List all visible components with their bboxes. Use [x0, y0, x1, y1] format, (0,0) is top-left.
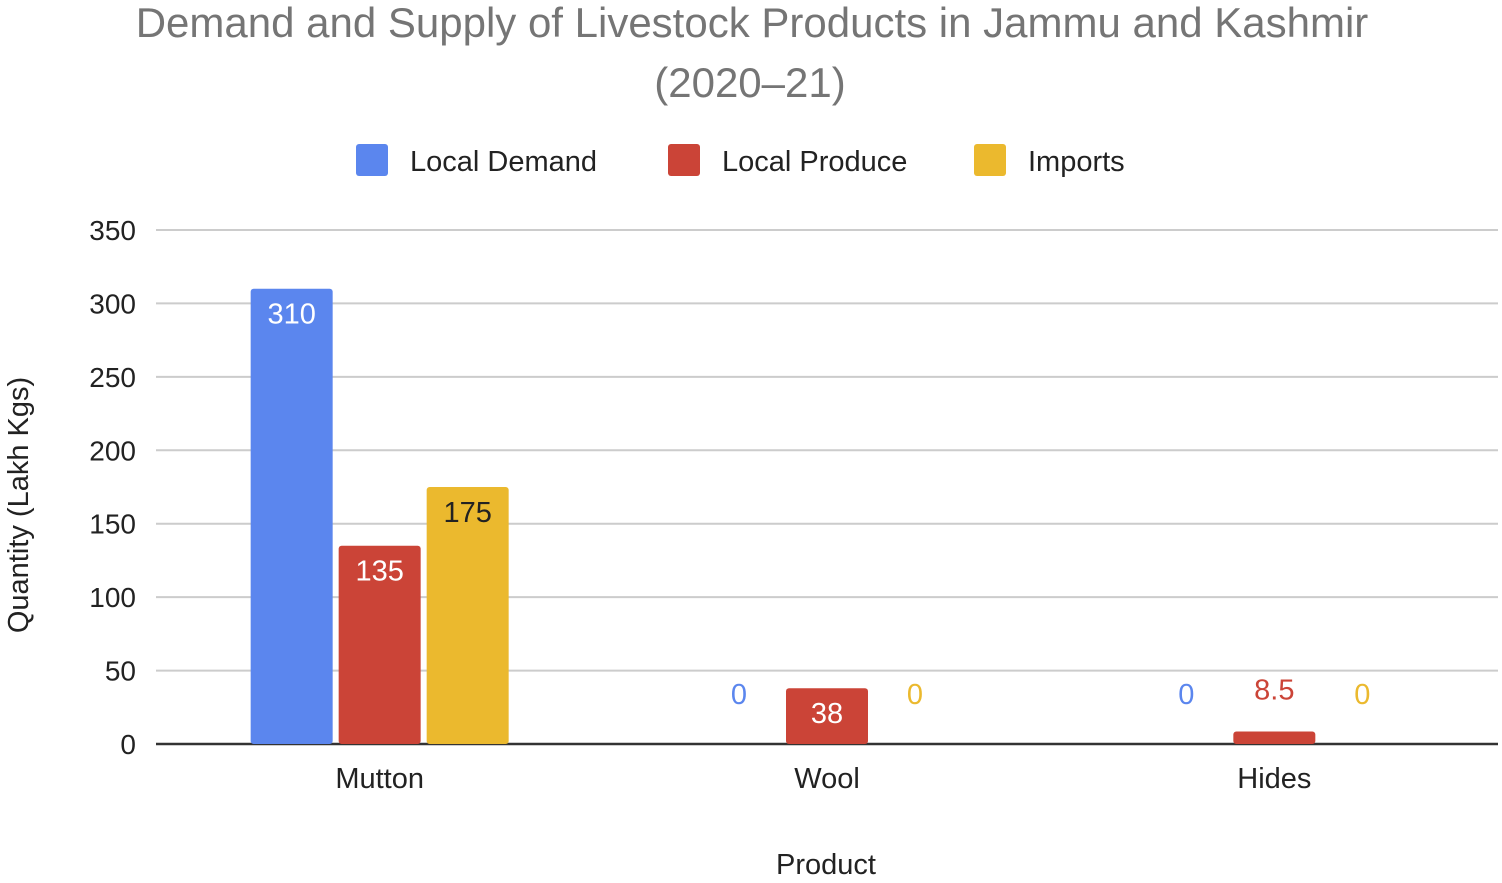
chart-title-line2: (2020–21) [654, 59, 845, 106]
y-tick-label: 250 [89, 362, 136, 393]
y-tick-label: 100 [89, 582, 136, 613]
legend: Local Demand Local Produce Imports [356, 144, 1125, 178]
x-tick-label: Hides [1237, 763, 1311, 795]
data-label: 0 [1354, 679, 1370, 711]
y-tick-label: 0 [120, 729, 136, 760]
y-tick-label: 350 [89, 215, 136, 246]
legend-label: Local Demand [410, 146, 597, 178]
y-tick-label: 300 [89, 288, 136, 319]
bar [338, 545, 421, 744]
data-label: 175 [443, 497, 491, 529]
bar [250, 288, 333, 744]
data-label: 135 [355, 556, 403, 588]
bars [250, 288, 1316, 744]
data-label: 0 [731, 679, 747, 711]
x-axis-label: Product [776, 849, 876, 878]
y-tick-label: 50 [105, 656, 136, 687]
data-labels: 310 135 175 0 38 0 0 8.5 0 [267, 299, 1370, 730]
y-axis-label: Quantity (Lakh Kgs) [3, 377, 35, 633]
data-label: 0 [1178, 679, 1194, 711]
x-axis-ticks: Mutton Wool Hides [335, 763, 1311, 795]
legend-swatch [974, 144, 1006, 176]
data-label: 310 [267, 299, 315, 331]
y-axis-ticks: 0 50 100 150 200 250 300 350 [89, 215, 136, 760]
bar [426, 487, 509, 744]
legend-swatch [668, 144, 700, 176]
bar [1233, 731, 1316, 744]
legend-label: Imports [1028, 146, 1125, 178]
x-tick-label: Mutton [335, 763, 424, 795]
y-tick-label: 150 [89, 509, 136, 540]
legend-label: Local Produce [722, 146, 907, 178]
legend-swatch [356, 144, 388, 176]
y-tick-label: 200 [89, 435, 136, 466]
bar [786, 688, 868, 744]
data-label: 8.5 [1254, 675, 1294, 707]
x-tick-label: Wool [794, 763, 860, 795]
chart-title-line1: Demand and Supply of Livestock Products … [136, 0, 1369, 46]
data-label: 38 [811, 698, 843, 730]
data-label: 0 [907, 679, 923, 711]
